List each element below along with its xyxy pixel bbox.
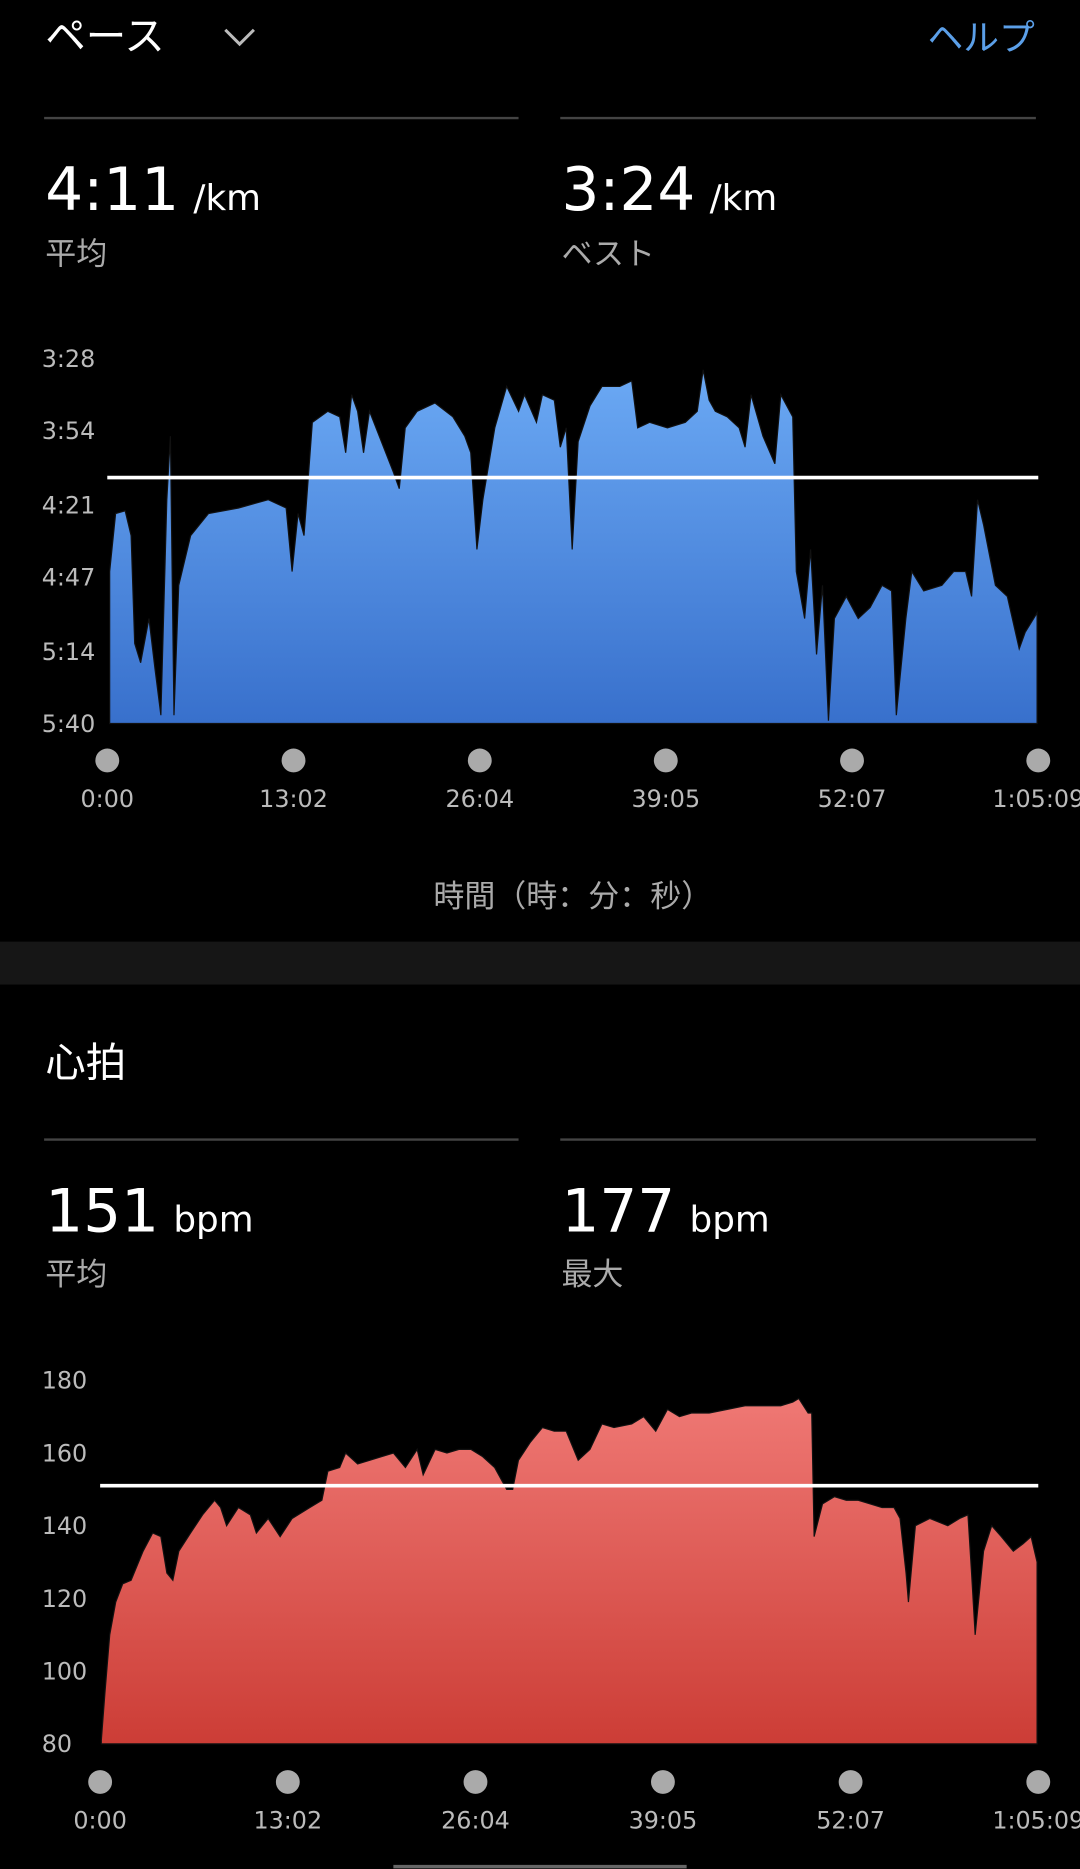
help-link[interactable]: ヘルプ [927, 18, 1035, 59]
x-tick-dot [463, 1770, 488, 1794]
x-tick-dot [467, 748, 492, 773]
x-tick-dot [1026, 748, 1051, 773]
stat-unit: /km [193, 178, 261, 219]
stat-unit: bpm [690, 1199, 770, 1240]
x-tick-dot [840, 748, 864, 773]
stat-name: 平均 [45, 1257, 107, 1293]
y-tick-label: 5:14 [42, 638, 96, 666]
x-tick-label: 52:07 [818, 785, 887, 813]
y-tick-label: 120 [42, 1585, 87, 1613]
y-tick-label: 4:21 [42, 492, 96, 520]
stat-value: 151 [45, 1177, 159, 1246]
x-tick-dot [95, 748, 120, 773]
x-tick-label: 1:05:09 [992, 785, 1080, 813]
x-tick-dot [838, 1770, 863, 1794]
stat: 3:24/km [561, 156, 777, 225]
x-tick-label: 13:02 [253, 1806, 322, 1834]
y-tick-label: 140 [42, 1512, 87, 1540]
stat-unit: bpm [173, 1199, 253, 1240]
stat-name: 平均 [45, 237, 107, 273]
x-tick-label: 39:05 [631, 785, 700, 813]
section-title[interactable]: ペース [45, 12, 165, 60]
x-tick-label: 26:04 [441, 1806, 510, 1834]
x-tick-dot [653, 748, 678, 773]
y-tick-label: 100 [42, 1657, 87, 1685]
x-tick-dot [651, 1770, 675, 1794]
dropdown-chevron[interactable] [224, 28, 255, 47]
y-tick-label: 4:47 [42, 563, 96, 591]
stat-name: ベスト [561, 237, 655, 273]
y-tick-label: 5:40 [42, 710, 96, 738]
stat-unit: /km [710, 178, 778, 219]
stat: 177 bpm [561, 1177, 769, 1246]
x-axis-title: 時間（時：分：秒） [433, 879, 712, 915]
stat-value: 3:24 [561, 156, 695, 225]
x-tick-dot [281, 748, 306, 773]
x-tick-label: 0:00 [81, 785, 135, 813]
y-tick-label: 80 [42, 1730, 72, 1758]
stat-name: 最大 [561, 1257, 623, 1293]
x-tick-dot [1026, 1770, 1051, 1794]
x-tick-label: 13:02 [259, 785, 328, 813]
x-tick-label: 52:07 [816, 1806, 885, 1834]
stat: 151 bpm [45, 1177, 253, 1246]
x-tick-label: 1:05:09 [992, 1806, 1080, 1834]
section-separator [0, 941, 1080, 985]
stat-value: 177 [561, 1177, 675, 1246]
area [109, 369, 1038, 725]
y-tick-label: 160 [42, 1439, 87, 1467]
stat: 4:11/km [45, 156, 261, 225]
section-title: 心拍 [45, 1038, 126, 1086]
x-tick-label: 26:04 [445, 785, 514, 813]
y-tick-label: 180 [42, 1367, 87, 1395]
x-tick-label: 0:00 [73, 1806, 127, 1834]
x-tick-dot [275, 1770, 300, 1794]
y-tick-label: 3:54 [42, 417, 96, 445]
x-tick-dot [88, 1770, 113, 1794]
stat-value: 4:11 [45, 156, 179, 225]
x-tick-label: 39:05 [629, 1806, 698, 1834]
y-tick-label: 3:28 [42, 345, 96, 373]
